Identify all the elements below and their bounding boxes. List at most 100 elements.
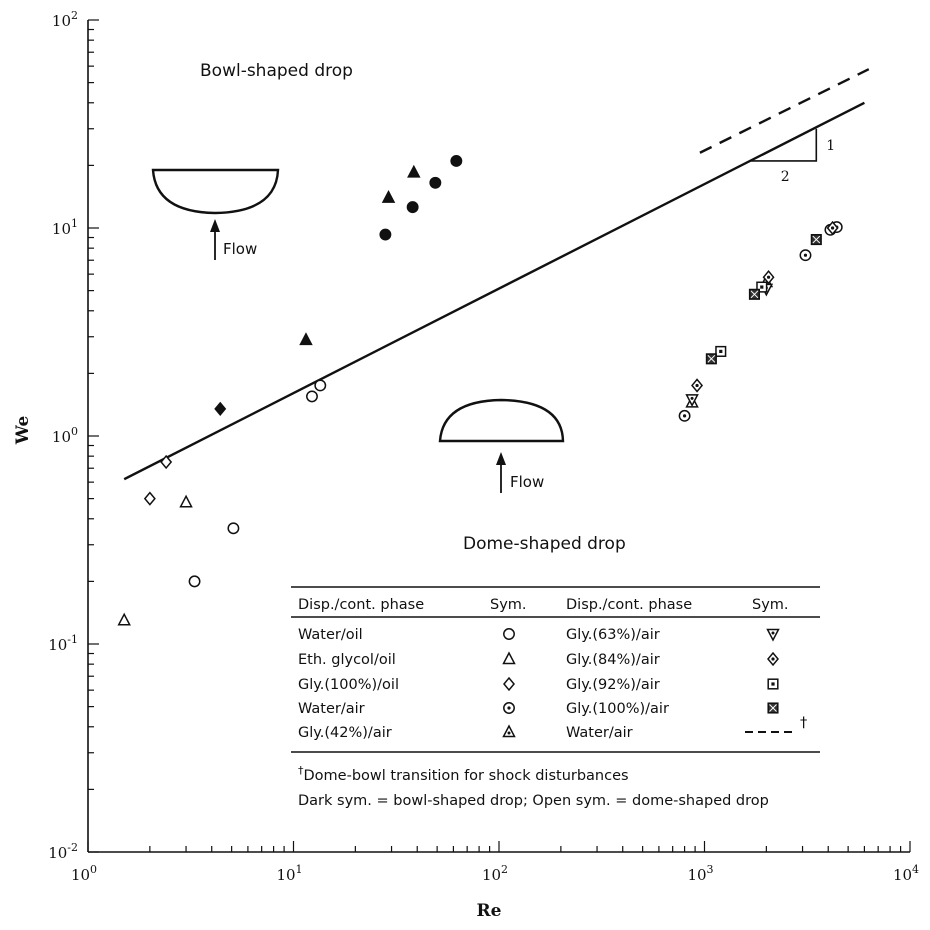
- legend-entry-label: Gly.(63%)/air: [566, 627, 660, 643]
- series-gly-84-air: [691, 220, 839, 393]
- data-point: [143, 491, 156, 506]
- triangle-marker: [299, 332, 313, 346]
- circle-marker: [188, 575, 201, 588]
- circle-marker: [406, 201, 419, 214]
- series-gly-100-air: [705, 233, 822, 365]
- data-point: [705, 353, 717, 365]
- legend-symbol: [502, 651, 516, 665]
- dome-drop-illustration: [438, 398, 565, 443]
- data-point: [406, 201, 419, 214]
- marker-cross: [769, 704, 777, 712]
- circle-marker: [503, 628, 515, 640]
- data-points: [117, 155, 843, 626]
- series-water-air: [678, 221, 843, 422]
- legend-entry-label: Gly.(42%)/air: [298, 725, 392, 741]
- x-tick-label: 101: [276, 863, 302, 884]
- series-water-air-dark: [379, 155, 463, 241]
- flow-arrow-up-icon: [496, 452, 506, 465]
- trend-lines: 12: [123, 68, 870, 481]
- data-point: [214, 401, 227, 417]
- marker-dot: [760, 285, 764, 289]
- data-point: [450, 155, 463, 167]
- legend-entry-label: Gly.(84%)/air: [566, 652, 660, 668]
- data-point: [379, 228, 392, 241]
- legend-symbol: [767, 651, 779, 667]
- dome-bowl-transition-line: [123, 101, 865, 481]
- triangle-marker: [381, 189, 396, 203]
- diamond-marker: [143, 491, 156, 506]
- x-tick-label: 102: [482, 863, 508, 884]
- circle-marker: [306, 390, 318, 403]
- legend-entry-label: Water/air: [566, 725, 633, 741]
- x-tick-label: 100: [71, 863, 97, 884]
- x-tick-label: 104: [893, 863, 919, 884]
- y-tick-label: 101: [52, 217, 78, 238]
- data-point: [715, 345, 727, 357]
- series-water-oil: [188, 379, 327, 588]
- flow-label-bowl: Flow: [223, 240, 257, 258]
- legend-entry-label: Gly.(100%)/air: [566, 701, 669, 717]
- x-tick-label: 103: [687, 863, 713, 884]
- series-gly-100-oil: [143, 454, 173, 506]
- axes: 100 101 102 103 104 10-2 10-1 100 101 102 Re We: [13, 9, 919, 921]
- data-point: [756, 281, 768, 293]
- data-point: [762, 270, 775, 285]
- legend-footnote-2: Dark sym. = bowl-shaped drop; Open sym. …: [298, 793, 769, 809]
- diamond-marker: [160, 454, 173, 470]
- circle-marker: [379, 228, 392, 241]
- marker-dot: [766, 275, 771, 279]
- marker-dot: [507, 706, 511, 710]
- data-point: [314, 379, 327, 392]
- data-point: [810, 233, 822, 246]
- legend-entry-label: Gly.(100%)/oil: [298, 677, 399, 693]
- slope-rise-label: 1: [826, 138, 835, 154]
- circle-marker: [450, 155, 463, 167]
- triangle-marker: [117, 612, 131, 626]
- inverted-triangle-marker: [766, 628, 780, 642]
- circle-marker: [429, 176, 442, 189]
- data-point: [160, 454, 173, 470]
- circle-marker: [314, 379, 327, 392]
- annotations: Bowl-shaped drop Dome-shaped drop Flow F…: [151, 61, 626, 554]
- data-point: [117, 612, 131, 626]
- marker-dot: [690, 396, 694, 400]
- data-point: [799, 249, 812, 262]
- flow-label-dome: Flow: [510, 473, 544, 491]
- legend-symbol: [503, 628, 515, 640]
- data-point: [748, 288, 760, 300]
- marker-dot: [695, 383, 699, 388]
- marker-dot: [771, 631, 775, 635]
- marker-dot: [771, 657, 775, 661]
- series-gly-92-air: [715, 281, 768, 357]
- marker-cross: [750, 290, 759, 299]
- y-tick-label: 102: [52, 9, 78, 30]
- data-point: [188, 575, 201, 588]
- legend-header: Sym.: [752, 597, 789, 613]
- legend-header: Disp./cont. phase: [566, 597, 692, 613]
- data-point: [299, 332, 313, 346]
- marker-dot: [719, 349, 723, 354]
- data-point: [306, 390, 318, 403]
- data-point: [381, 189, 396, 203]
- marker-dot: [771, 682, 775, 686]
- marker-dot: [682, 414, 687, 418]
- legend-entry-label: Gly.(92%)/air: [566, 677, 660, 693]
- data-point: [678, 409, 691, 422]
- shock-transition-dashed-line: [699, 68, 870, 154]
- data-point: [179, 494, 193, 508]
- legend-entry-label: Eth. glycol/oil: [298, 652, 396, 668]
- marker-cross: [812, 235, 821, 244]
- data-point: [227, 522, 240, 535]
- legend-symbol: [767, 678, 779, 690]
- bowl-drop-illustration: [151, 168, 280, 215]
- legend-header: Sym.: [490, 597, 527, 613]
- inverted-triangle-marker: [685, 394, 699, 407]
- triangle-marker: [179, 494, 193, 508]
- bowl-region-label: Bowl-shaped drop: [200, 61, 353, 81]
- legend-entry-label: Water/air: [298, 701, 365, 717]
- legend-symbol: [502, 724, 516, 738]
- legend-header: Disp./cont. phase: [298, 597, 424, 613]
- triangle-marker: [502, 651, 516, 665]
- y-axis-title: We: [13, 416, 33, 446]
- x-axis-title: Re: [477, 901, 502, 921]
